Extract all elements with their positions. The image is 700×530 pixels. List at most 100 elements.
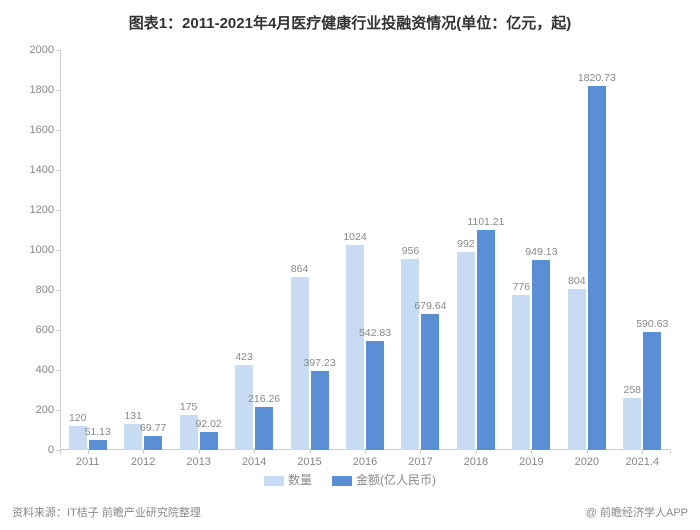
y-axis-tick <box>56 90 60 91</box>
chart-legend: 数量 金额(亿人民币) <box>0 471 700 488</box>
bar-value-label: 397.23 <box>303 357 335 369</box>
bar: 258 <box>623 398 641 450</box>
bar-value-label: 949.13 <box>525 246 557 258</box>
bar: 216.26 <box>255 407 273 450</box>
bar: 51.13 <box>89 440 107 450</box>
bar-value-label: 216.26 <box>248 393 280 405</box>
bar: 590.63 <box>643 332 661 450</box>
y-axis-tick-label: 800 <box>36 284 54 296</box>
x-axis-tick-label: 2012 <box>131 456 155 468</box>
bar: 1024 <box>346 245 364 450</box>
x-axis-tick-label: 2014 <box>242 456 266 468</box>
bar-value-label: 679.64 <box>414 300 446 312</box>
x-axis-tick <box>60 450 61 454</box>
bar: 992 <box>457 252 475 450</box>
bar: 69.77 <box>144 436 162 450</box>
bar: 949.13 <box>532 260 550 450</box>
x-axis-tick <box>143 450 144 454</box>
bar-group: 864 397.23 <box>291 50 329 450</box>
bar-value-label: 131 <box>124 410 142 422</box>
bar-group: 258590.63 <box>623 50 661 450</box>
x-axis-tick-label: 2021.4 <box>625 456 659 468</box>
y-axis-tick <box>56 370 60 371</box>
y-axis-tick-label: 600 <box>36 324 54 336</box>
bar-group: 120 51.13 <box>69 50 107 450</box>
bar-value-label: 120 <box>69 412 87 424</box>
bar-value-label: 1101.21 <box>467 216 504 228</box>
bar: 1101.21 <box>477 230 495 450</box>
x-axis-tick <box>420 450 421 454</box>
y-axis-tick <box>56 330 60 331</box>
bar: 423 <box>235 365 253 450</box>
bar-value-label: 423 <box>235 351 253 363</box>
y-axis-tick-label: 1800 <box>30 84 54 96</box>
y-axis-tick <box>56 290 60 291</box>
y-axis-tick-label: 0 <box>48 444 54 456</box>
plot-region: 12051.1313169.7717592.02423216.26864397.… <box>60 50 670 450</box>
x-axis-tick <box>642 450 643 454</box>
bar-group: 956679.64 <box>401 50 439 450</box>
bar-value-label: 992 <box>457 238 475 250</box>
bar-value-label: 1820.73 <box>578 72 616 84</box>
x-axis-tick <box>88 450 89 454</box>
x-axis-tick-label: 2015 <box>297 456 321 468</box>
bar: 92.02 <box>200 432 218 450</box>
bar-value-label: 258 <box>624 384 642 396</box>
bar-value-label: 956 <box>402 245 420 257</box>
bar: 397.23 <box>311 371 329 450</box>
x-axis-tick-label: 2017 <box>408 456 432 468</box>
bar-value-label: 1024 <box>343 231 366 243</box>
x-axis-tick <box>310 450 311 454</box>
y-axis-tick-label: 1600 <box>30 124 54 136</box>
y-axis-tick <box>56 210 60 211</box>
y-axis-tick-label: 1000 <box>30 244 54 256</box>
legend-item: 数量 <box>264 471 312 488</box>
bar-group: 1024542.83 <box>346 50 384 450</box>
bar-group: 9921101.21 <box>457 50 495 450</box>
bar: 542.83 <box>366 341 384 450</box>
bar-value-label: 51.13 <box>85 426 111 438</box>
x-axis-tick-label: 2016 <box>353 456 377 468</box>
x-axis-tick-label: 2011 <box>76 456 100 468</box>
bar-group: 131 69.77 <box>124 50 162 450</box>
legend-label: 金额(亿人民币) <box>356 473 436 487</box>
x-axis-tick <box>254 450 255 454</box>
bar-value-label: 175 <box>180 401 198 413</box>
x-axis-tick <box>531 450 532 454</box>
legend-swatch <box>264 476 284 486</box>
x-axis-tick-label: 2019 <box>519 456 543 468</box>
y-axis-tick-label: 400 <box>36 364 54 376</box>
bar-value-label: 590.63 <box>636 318 668 330</box>
bar-value-label: 69.77 <box>140 422 166 434</box>
x-axis-tick <box>587 450 588 454</box>
bar-value-label: 864 <box>291 263 309 275</box>
bar: 804 <box>568 289 586 450</box>
legend-label: 数量 <box>288 473 312 487</box>
brand-label: @ 前瞻经济学人APP <box>586 504 688 520</box>
bar-value-label: 804 <box>568 275 586 287</box>
bar-value-label: 92.02 <box>195 418 221 430</box>
chart-title: 图表1：2011-2021年4月医疗健康行业投融资情况(单位：亿元，起) <box>0 0 700 33</box>
bar-value-label: 542.83 <box>359 327 391 339</box>
y-axis-tick <box>56 410 60 411</box>
chart-plot-area: 12051.1313169.7717592.02423216.26864397.… <box>60 50 670 450</box>
bar-group: 776949.13 <box>512 50 550 450</box>
legend-swatch <box>332 476 352 486</box>
y-axis-tick-label: 200 <box>36 404 54 416</box>
y-axis-tick <box>56 250 60 251</box>
bar: 956 <box>401 259 419 450</box>
bar-value-label: 776 <box>513 281 531 293</box>
x-axis-tick <box>365 450 366 454</box>
x-axis-tick-label: 2018 <box>464 456 488 468</box>
x-axis-tick-label: 2013 <box>186 456 210 468</box>
x-axis-tick <box>476 450 477 454</box>
legend-item: 金额(亿人民币) <box>332 471 436 488</box>
data-source-label: 资料来源：IT桔子 前瞻产业研究院整理 <box>12 504 201 520</box>
y-axis-tick <box>56 50 60 51</box>
x-axis-tick <box>670 450 671 454</box>
y-axis-tick-label: 2000 <box>30 44 54 56</box>
bar-group: 423216.26 <box>235 50 273 450</box>
y-axis-tick <box>56 170 60 171</box>
bar: 1820.73 <box>588 86 606 450</box>
bar-group: 8041820.73 <box>568 50 606 450</box>
